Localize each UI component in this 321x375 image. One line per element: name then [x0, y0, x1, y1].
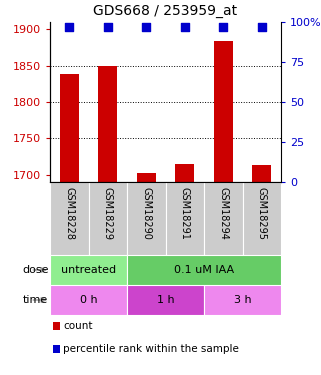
Text: 1 h: 1 h: [157, 295, 174, 305]
Text: GSM18229: GSM18229: [103, 187, 113, 240]
Text: GSM18290: GSM18290: [141, 187, 151, 240]
Point: [105, 24, 110, 30]
Bar: [98, 66, 117, 182]
Point: [144, 24, 149, 30]
Text: GSM18228: GSM18228: [64, 187, 74, 240]
Point: [259, 24, 264, 30]
Text: percentile rank within the sample: percentile rank within the sample: [64, 344, 239, 354]
Text: GSM18291: GSM18291: [180, 187, 190, 240]
Bar: [89, 182, 127, 255]
Text: 3 h: 3 h: [234, 295, 251, 305]
Text: count: count: [64, 321, 93, 331]
Bar: [242, 182, 281, 255]
Point: [67, 24, 72, 30]
Text: time: time: [23, 295, 48, 305]
Bar: [127, 285, 204, 315]
Text: GSM18294: GSM18294: [218, 187, 228, 240]
Text: untreated: untreated: [61, 265, 116, 275]
Bar: [137, 173, 156, 182]
Bar: [127, 182, 166, 255]
Text: dose: dose: [22, 265, 48, 275]
Bar: [204, 285, 281, 315]
Bar: [50, 255, 127, 285]
Bar: [60, 74, 79, 182]
Bar: [166, 182, 204, 255]
Text: GSM18295: GSM18295: [257, 187, 267, 240]
Bar: [50, 182, 89, 255]
Bar: [213, 41, 233, 182]
Text: 0.1 uM IAA: 0.1 uM IAA: [174, 265, 234, 275]
Bar: [252, 165, 271, 182]
Point: [221, 24, 226, 30]
Text: 0 h: 0 h: [80, 295, 97, 305]
Point: [182, 24, 187, 30]
Bar: [204, 182, 242, 255]
Bar: [127, 255, 281, 285]
Bar: [50, 285, 127, 315]
Bar: [175, 164, 195, 182]
Title: GDS668 / 253959_at: GDS668 / 253959_at: [93, 4, 238, 18]
